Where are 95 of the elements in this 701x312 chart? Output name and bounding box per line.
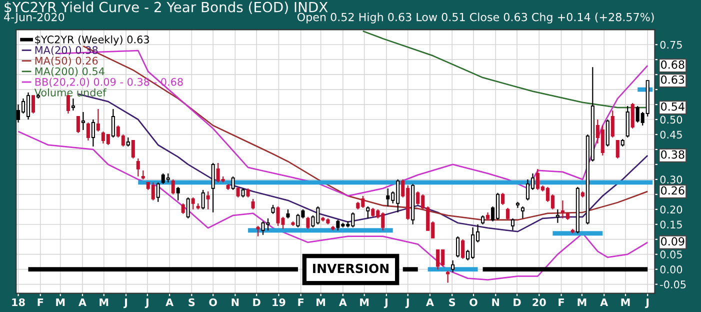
candlestick xyxy=(201,189,205,210)
x-tick-label: J xyxy=(144,298,148,308)
candlestick xyxy=(506,207,510,220)
annotation: INVERSION xyxy=(313,264,388,274)
candlestick xyxy=(446,270,450,284)
x-tick-label: O xyxy=(209,298,217,306)
y-tick-label: 0.45 xyxy=(660,130,682,139)
candlestick xyxy=(171,178,175,195)
annotation: 0.68 xyxy=(661,60,684,69)
x-tick-label: S xyxy=(188,298,195,306)
legend-label: MA(200) 0.54 xyxy=(35,67,104,76)
candlestick xyxy=(606,118,610,148)
x-tick-label: M xyxy=(360,298,369,306)
candlestick xyxy=(520,206,524,219)
annotation: Volume undef xyxy=(34,88,106,96)
candlestick xyxy=(236,186,240,198)
candlestick xyxy=(191,196,195,210)
candlestick xyxy=(610,110,614,138)
x-tick-label: S xyxy=(449,298,456,306)
annotation: 0.09 xyxy=(661,237,684,246)
x-tick-label: 19 xyxy=(272,298,286,306)
line-series xyxy=(18,130,648,280)
candlestick xyxy=(231,176,235,190)
candlestick xyxy=(91,118,95,148)
y-tick-label: 0.30 xyxy=(660,176,682,184)
y-tick-label: 0.15 xyxy=(660,220,682,228)
x-tick-label: M xyxy=(316,298,326,306)
annotation: 0.38 xyxy=(661,150,684,159)
y-tick-label: 0.20 xyxy=(660,206,682,214)
legend-label: BB(20,2.0) 0.09 - 0.38 - 0.68 xyxy=(35,78,183,88)
candlestick xyxy=(510,218,515,231)
y-tick-label: 0.00 xyxy=(660,266,682,274)
x-tick-label: J xyxy=(645,298,649,308)
x-tick-label: A xyxy=(78,298,86,306)
x-tick-label: 20 xyxy=(532,298,546,306)
chart-subtitle: 4-Jun-2020 xyxy=(4,12,64,24)
candlestick xyxy=(256,225,260,237)
x-tick-label: O xyxy=(470,298,478,306)
x-tick-label: A xyxy=(600,298,608,306)
x-tick-label: F xyxy=(298,298,304,306)
candlestick xyxy=(251,198,255,210)
x-tick-label: M xyxy=(56,298,65,306)
x-tick-label: M xyxy=(578,298,586,306)
candlestick xyxy=(630,102,634,130)
annotation: 0.63 xyxy=(661,75,684,84)
candlestick xyxy=(456,236,460,258)
candlestick xyxy=(186,196,190,219)
x-tick-label: A xyxy=(166,298,174,306)
y-tick-label: 0.50 xyxy=(660,116,682,124)
legend-label: MA(50) 0.26 xyxy=(35,56,98,66)
candlestick xyxy=(181,202,185,214)
x-tick-label: N xyxy=(492,298,500,306)
x-tick-label: D xyxy=(253,298,260,306)
candlestick xyxy=(616,140,620,160)
candlestick xyxy=(306,216,310,230)
candlestick xyxy=(111,108,115,138)
y-tick-label: 0.05 xyxy=(660,250,682,258)
candlestick xyxy=(500,192,505,206)
y-tick-label: 0.75 xyxy=(660,40,682,49)
candlestick xyxy=(81,111,85,131)
candlestick xyxy=(66,94,70,114)
candlestick xyxy=(560,200,564,219)
y-tick-label: -0.05 xyxy=(660,280,686,288)
candlestick xyxy=(366,206,370,219)
x-tick-label: M xyxy=(621,298,630,306)
annotation: 0.54 xyxy=(661,102,684,111)
candlestick xyxy=(136,158,140,177)
x-tick-label: A xyxy=(338,298,347,306)
candlestick xyxy=(176,186,180,201)
annotation: 0.26 xyxy=(661,186,684,195)
candlestick xyxy=(626,105,630,138)
legend-label: $YC2YR (Weekly) 0.63 xyxy=(35,35,149,46)
x-tick-label: J xyxy=(384,298,388,308)
x-tick-label: F xyxy=(558,298,564,306)
x-tick-label: A xyxy=(426,298,434,306)
x-tick-label: J xyxy=(123,298,127,308)
candlestick xyxy=(556,208,560,224)
x-tick-label: D xyxy=(514,298,521,306)
text: Open 0.52 High 0.63 Low 0.51 Close 0.63 Chg +0.14 (+28.57%) xyxy=(297,12,654,24)
candlestick xyxy=(156,182,160,202)
candlestick xyxy=(76,116,80,134)
x-tick-label: 18 xyxy=(12,298,25,306)
x-tick-label: J xyxy=(405,298,409,308)
x-tick-label: F xyxy=(38,298,44,306)
candlestick xyxy=(96,108,100,132)
candlestick xyxy=(211,162,215,213)
candlestick xyxy=(451,260,455,273)
candlestick xyxy=(131,140,135,160)
candlestick xyxy=(86,122,90,142)
candlestick xyxy=(461,238,465,260)
candlestick xyxy=(31,94,36,114)
candlestick xyxy=(206,190,210,210)
x-tick-label: N xyxy=(232,298,239,306)
x-tick-label: M xyxy=(100,298,108,306)
candlestick xyxy=(71,98,75,112)
